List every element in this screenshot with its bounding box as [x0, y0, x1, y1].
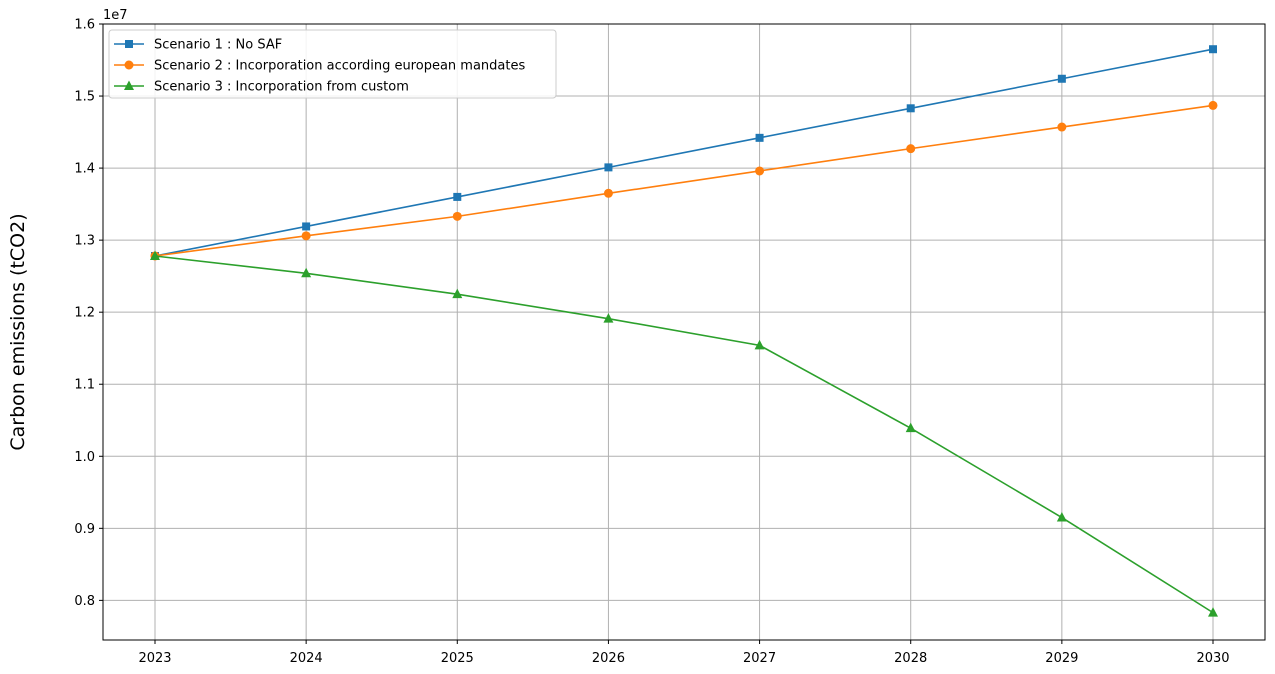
x-tick-label: 2025: [441, 651, 474, 666]
series-1-point: [604, 163, 613, 172]
series-3-point: [1208, 607, 1218, 617]
x-tick-label: 2024: [290, 651, 323, 666]
x-tick-label: 2023: [138, 651, 171, 666]
series-2-point: [452, 211, 462, 221]
y-tick-label: 0.8: [74, 594, 95, 609]
series-1-point: [1209, 45, 1217, 54]
legend-item: Scenario 3 : Incorporation from custom: [114, 80, 409, 95]
legend-marker: [124, 80, 134, 90]
series-2-line: [154, 104, 1214, 257]
series-2-point: [301, 231, 311, 241]
legend-marker: [125, 40, 133, 48]
series-1-point: [906, 104, 915, 113]
y-offset-label: 1e7: [103, 8, 128, 23]
legend-marker: [124, 60, 134, 70]
series-3-point: [1056, 512, 1067, 522]
series-1-line: [154, 48, 1214, 257]
series-1-point: [1057, 74, 1066, 83]
series-1-point: [302, 222, 311, 231]
legend-box: [108, 29, 557, 99]
x-tick-label: 2026: [592, 651, 625, 666]
x-tick-label: 2029: [1045, 651, 1078, 666]
x-tick-label: 2030: [1196, 651, 1229, 666]
y-tick-label: 1.1: [74, 378, 95, 393]
series-3-line: [154, 255, 1214, 614]
series-2-point: [906, 144, 916, 154]
y-tick-label: 1.5: [74, 90, 95, 105]
series-3-point: [150, 250, 160, 260]
plot-frame: [102, 23, 1266, 641]
series-1-point: [755, 133, 764, 142]
y-tick-label: 0.9: [74, 522, 95, 537]
series-2-point: [1208, 100, 1218, 110]
series-3-point: [905, 422, 916, 433]
legend-label: Scenario 2 : Incorporation according eur…: [154, 59, 525, 74]
series-3-point: [603, 313, 614, 323]
series-3-point: [452, 288, 463, 299]
axis-ticks: 2023 2024 2025 2026 2027 2028 2029 2030 0.8 0.9 1.…: [74, 18, 1229, 667]
y-tick-label: 1.6: [74, 18, 95, 33]
legend-item: Scenario 2 : Incorporation according eur…: [114, 59, 525, 74]
series-2-point: [603, 188, 613, 198]
series-2: [150, 100, 1218, 261]
series-3: [150, 250, 1218, 617]
y-tick-label: 1.0: [74, 450, 95, 465]
legend-label: Scenario 3 : Incorporation from custom: [154, 80, 409, 95]
y-tick-label: 1.4: [74, 162, 95, 177]
y-tick-label: 1.2: [74, 306, 95, 321]
series-2-point: [1057, 122, 1067, 132]
x-tick-label: 2027: [743, 651, 776, 666]
series-2-point: [755, 166, 765, 176]
x-tick-label: 2028: [894, 651, 927, 666]
legend-item: Scenario 1 : No SAF: [114, 38, 282, 53]
series-3-point: [754, 339, 765, 350]
series-layer: [150, 45, 1218, 617]
series-3-point: [301, 267, 312, 278]
legend-label: Scenario 1 : No SAF: [154, 38, 282, 53]
legend: Scenario 1 : No SAF Scenario 2 : Incorpor…: [108, 29, 557, 99]
y-tick-label: 1.3: [74, 234, 95, 249]
series-1-point: [453, 192, 462, 201]
y-axis-label: Carbon emissions (tCO2): [7, 213, 29, 450]
